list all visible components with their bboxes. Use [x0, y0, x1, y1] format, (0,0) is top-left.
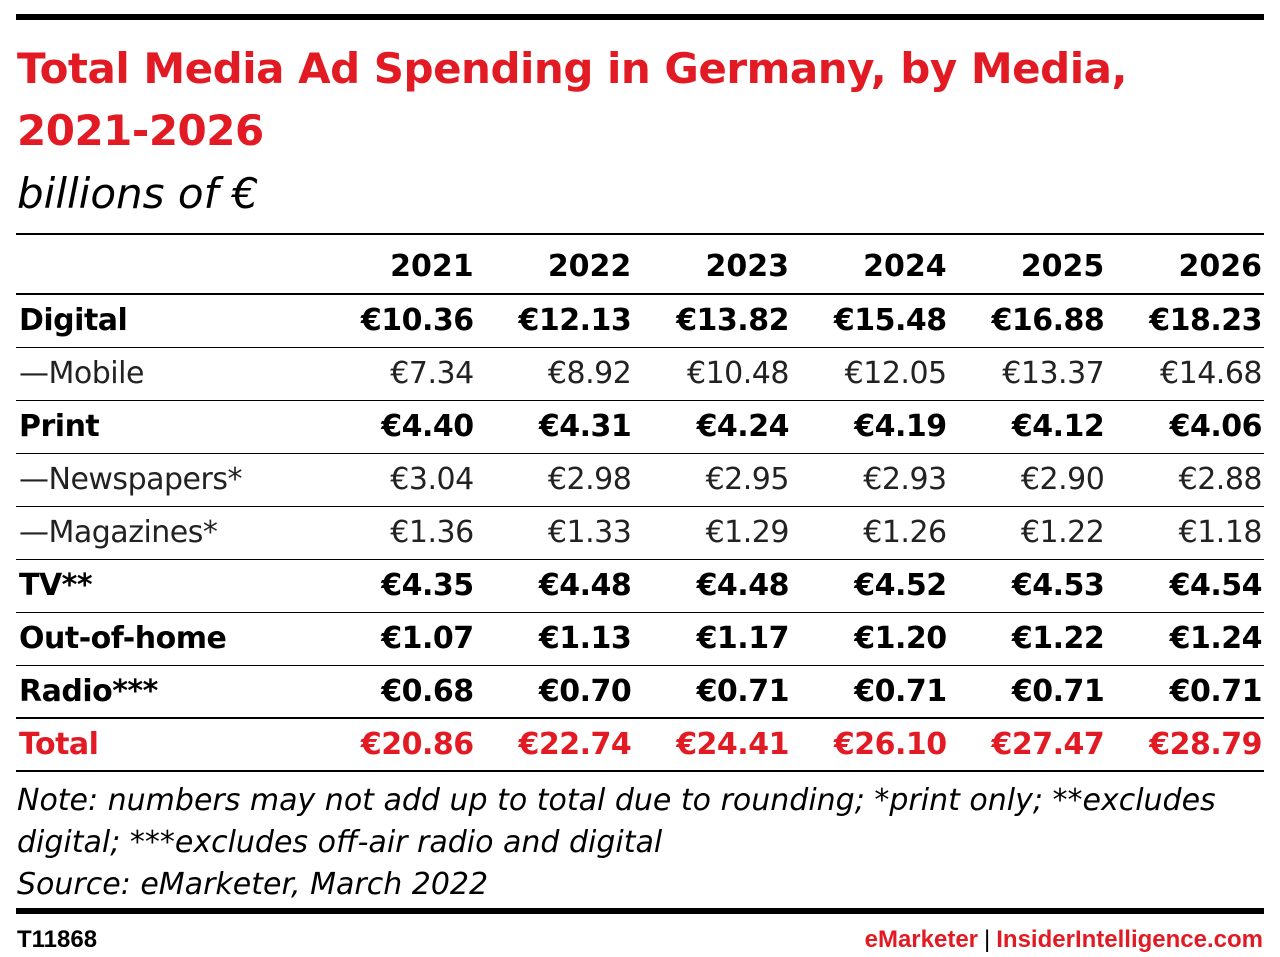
row-label: —Mobile — [19, 356, 144, 391]
value-cell-2021: €4.35 — [381, 568, 474, 603]
value-cell-2025: €2.90 — [1020, 462, 1105, 497]
value-cell-2021: €10.36 — [360, 303, 474, 339]
value-cell-2023: €4.24 — [696, 409, 790, 444]
table-row: —Mobile €7.34 €8.92 €10.48 €12.05 €13.37 €14.6… — [16, 347, 1264, 400]
value-cell-2025: €1.22 — [1020, 515, 1105, 550]
column-header-2022: 2022 — [547, 248, 632, 284]
bottom-rule — [16, 908, 1264, 914]
table-header-row: 2021 2022 2023 2024 2025 2026 — [16, 234, 1264, 294]
value-cell-2022: €0.70 — [538, 673, 632, 709]
value-cell-2024: €12.05 — [844, 356, 947, 391]
row-label: —Magazines* — [19, 515, 218, 550]
value-cell-2023: €0.71 — [696, 673, 790, 709]
row-label: —Newspapers* — [19, 462, 242, 497]
value-cell-2024: €15.48 — [833, 303, 947, 339]
value-cell-2023: €1.29 — [705, 515, 790, 550]
value-cell-2025: €4.53 — [1011, 568, 1105, 603]
value-cell-2021: €0.68 — [381, 673, 474, 709]
footnote: Note: numbers may not add up to total du… — [17, 780, 1257, 906]
note-text: Note: numbers may not add up to total du… — [17, 783, 1216, 860]
value-cell-2025: €27.47 — [991, 727, 1105, 762]
value-cell-2025: €0.71 — [1011, 673, 1105, 709]
table-row: Print €4.40 €4.31 €4.24 €4.19 €4.12 €4.06 — [16, 400, 1264, 453]
value-cell-2022: €4.31 — [538, 409, 632, 444]
value-cell-2025: €13.37 — [1002, 356, 1105, 391]
value-cell-2023: €1.17 — [696, 621, 790, 656]
value-cell-2026: €0.71 — [1169, 673, 1263, 709]
value-cell-2025: €1.22 — [1011, 621, 1105, 656]
source-text: Source: eMarketer, March 2022 — [17, 867, 489, 902]
brand-insider-intelligence: InsiderIntelligence.com — [996, 926, 1263, 953]
value-cell-2026: €2.88 — [1178, 462, 1263, 497]
row-label: TV** — [19, 568, 93, 603]
header-label-cell — [16, 234, 318, 294]
value-cell-2023: €24.41 — [676, 727, 789, 762]
value-cell-2022: €1.13 — [538, 621, 632, 656]
value-cell-2024: €4.52 — [854, 568, 947, 603]
column-header-2024: 2024 — [863, 248, 947, 284]
value-cell-2025: €16.88 — [991, 303, 1105, 339]
table-row: TV** €4.35 €4.48 €4.48 €4.52 €4.53 €4.54 — [16, 559, 1264, 612]
value-cell-2022: €8.92 — [547, 356, 632, 391]
chart-subtitle: billions of € — [17, 169, 259, 218]
value-cell-2021: €1.07 — [381, 621, 474, 656]
column-header-2025: 2025 — [1020, 248, 1105, 284]
value-cell-2021: €20.86 — [360, 727, 474, 762]
value-cell-2023: €4.48 — [696, 568, 790, 603]
column-header-2021: 2021 — [390, 248, 474, 284]
value-cell-2023: €10.48 — [686, 356, 789, 391]
value-cell-2021: €1.36 — [390, 515, 474, 550]
value-cell-2022: €2.98 — [547, 462, 632, 497]
value-cell-2021: €7.34 — [390, 356, 474, 391]
table-row: —Newspapers* €3.04 €2.98 €2.95 €2.93 €2.90 €2.… — [16, 453, 1264, 506]
row-label: Out-of-home — [19, 621, 227, 656]
column-header-2026: 2026 — [1178, 248, 1263, 284]
value-cell-2024: €2.93 — [863, 462, 947, 497]
value-cell-2023: €2.95 — [705, 462, 790, 497]
value-cell-2022: €4.48 — [538, 568, 632, 603]
value-cell-2022: €22.74 — [518, 727, 632, 762]
value-cell-2023: €13.82 — [676, 303, 789, 339]
value-cell-2026: €1.24 — [1169, 621, 1263, 656]
brand-footer: eMarketer | InsiderIntelligence.com — [865, 926, 1263, 954]
brand-emarketer: eMarketer — [864, 926, 979, 953]
value-cell-2026: €18.23 — [1149, 303, 1262, 339]
top-rule — [16, 14, 1264, 20]
value-cell-2026: €14.68 — [1160, 356, 1262, 391]
value-cell-2021: €4.40 — [381, 409, 474, 444]
value-cell-2021: €3.04 — [390, 462, 474, 497]
value-cell-2024: €1.26 — [863, 515, 947, 550]
value-cell-2024: €4.19 — [854, 409, 947, 444]
table-row: —Magazines* €1.36 €1.33 €1.29 €1.26 €1.22 €1.1… — [16, 506, 1264, 559]
value-cell-2024: €26.10 — [833, 727, 947, 762]
value-cell-2022: €1.33 — [547, 515, 632, 550]
row-label: Radio*** — [19, 673, 158, 709]
row-label: Print — [19, 409, 100, 444]
value-cell-2025: €4.12 — [1011, 409, 1105, 444]
row-label: Total — [19, 727, 99, 762]
value-cell-2026: €4.06 — [1169, 409, 1263, 444]
value-cell-2026: €1.18 — [1178, 515, 1263, 550]
column-header-2023: 2023 — [705, 248, 789, 284]
brand-separator: | — [984, 926, 991, 953]
chart-id: T11868 — [17, 926, 98, 953]
chart-title: Total Media Ad Spending in Germany, by M… — [17, 44, 1127, 155]
table-row: Radio*** €0.68 €0.70 €0.71 €0.71 €0.71 €0.71 — [16, 665, 1264, 718]
value-cell-2026: €28.79 — [1149, 727, 1262, 762]
total-row: Total €20.86 €22.74 €24.41 €26.10 €27.47 €28.7… — [16, 718, 1264, 771]
row-label: Digital — [19, 303, 128, 339]
table-body: Digital €10.36 €12.13 €13.82 €15.48 €16.88 €18… — [16, 294, 1264, 771]
value-cell-2024: €0.71 — [854, 673, 947, 709]
value-cell-2024: €1.20 — [854, 621, 947, 656]
value-cell-2026: €4.54 — [1169, 568, 1263, 603]
table-row: Digital €10.36 €12.13 €13.82 €15.48 €16.88 €18… — [16, 294, 1264, 347]
table-row: Out-of-home €1.07 €1.13 €1.17 €1.20 €1.22 €1.2… — [16, 612, 1264, 665]
value-cell-2022: €12.13 — [518, 303, 632, 339]
data-table: 2021 2022 2023 2024 2025 2026 Digital €10.36 €1… — [16, 233, 1264, 772]
